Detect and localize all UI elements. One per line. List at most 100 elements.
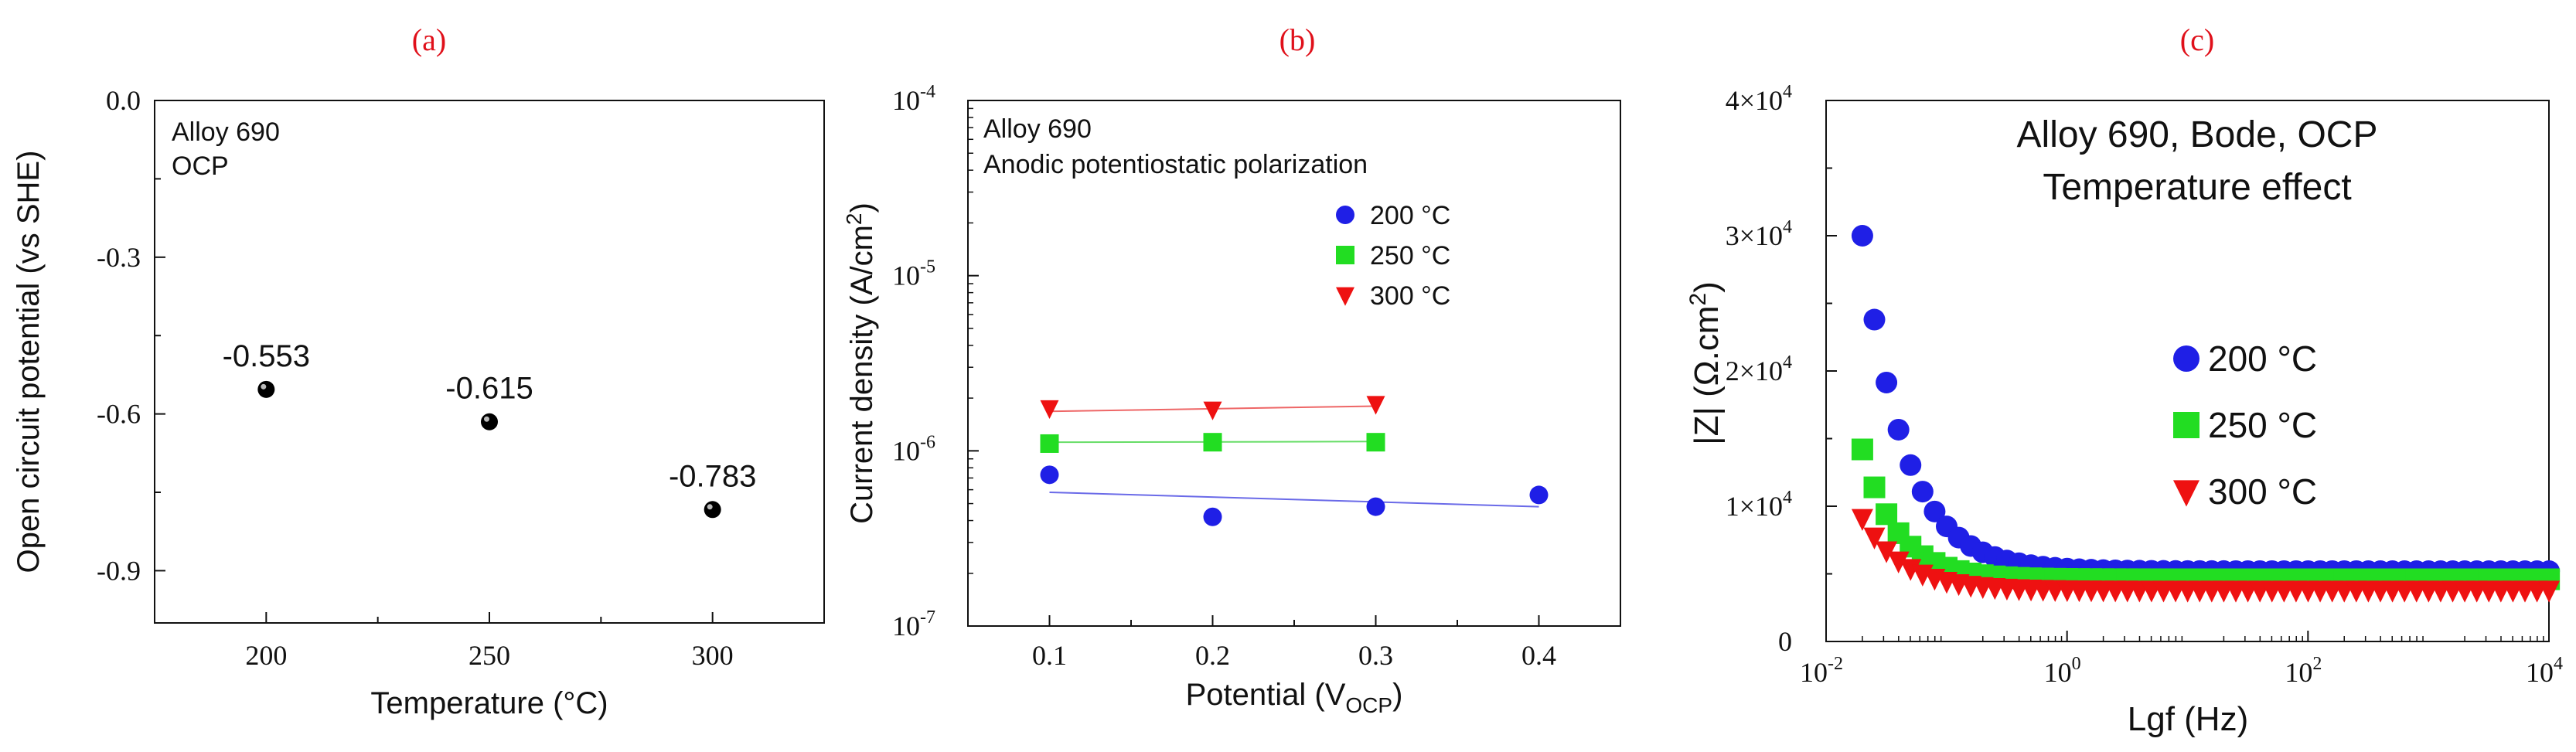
x-tick-label: 0.3 — [1358, 640, 1393, 671]
panel-c-label: (c) — [2180, 22, 2214, 57]
panel-b-points — [1040, 396, 1549, 526]
y-tick-label: 0 — [1778, 626, 1792, 657]
panel-b-ticks: 0.1 0.2 0.3 0.4 10-7 10-6 10-5 10-4 — [892, 82, 1556, 671]
panel-a-annotation-line2: OCP — [172, 151, 229, 181]
x-tick-label: 0.1 — [1032, 640, 1067, 671]
panel-c-title-line2: Temperature effect — [2043, 167, 2351, 208]
data-point — [704, 501, 721, 519]
y-tick-label: 10-6 — [892, 432, 935, 466]
y-tick-label: 0.0 — [106, 85, 141, 116]
legend-marker — [1336, 287, 1354, 306]
data-point — [1040, 400, 1059, 420]
y-tick-label: -0.6 — [97, 399, 141, 430]
data-point — [1911, 481, 1934, 503]
panel-b-fit-lines — [1049, 405, 1539, 508]
data-point — [1863, 527, 1886, 550]
data-point — [1851, 225, 1873, 247]
y-tick-label: 10-4 — [892, 82, 935, 116]
x-tick-label: 0.2 — [1195, 640, 1230, 671]
x-tick-label: 200 — [245, 640, 287, 671]
data-point — [1366, 396, 1385, 415]
legend-marker — [2173, 480, 2199, 507]
data-point — [1887, 418, 1910, 441]
y-tick-label: -0.9 — [97, 555, 141, 586]
y-tick-label: 2×104 — [1726, 352, 1792, 386]
panel-b-ylabel: Current density (A/cm2) — [842, 202, 879, 524]
data-point — [1923, 500, 1946, 522]
panel-a-label: (a) — [412, 22, 446, 57]
legend-marker — [2173, 345, 2199, 372]
x-tick-label: 250 — [469, 640, 510, 671]
y-tick-label: 3×104 — [1726, 217, 1792, 251]
x-tick-label: 104 — [2526, 654, 2563, 688]
x-tick-label: 102 — [2285, 654, 2322, 688]
data-point — [1040, 434, 1059, 453]
x-tick-label: 100 — [2044, 654, 2081, 688]
data-point — [257, 380, 275, 398]
panel-c-title-line1: Alloy 690, Bode, OCP — [2017, 114, 2378, 155]
panel-c-legend: 200 °C 250 °C 300 °C — [2173, 339, 2317, 512]
data-point — [1366, 433, 1385, 452]
x-tick-label: 10-2 — [1800, 654, 1843, 688]
data-point — [1040, 465, 1059, 485]
data-point — [1863, 476, 1886, 498]
panel-c-ylabel: |Z| (Ω.cm2) — [1685, 281, 1726, 445]
data-label: -0.553 — [223, 339, 310, 373]
data-point — [1851, 438, 1873, 461]
panel-b: (b) Potential (VOCP) Current density (A/… — [842, 22, 1621, 717]
x-tick-label: 0.4 — [1521, 640, 1556, 671]
data-point — [2538, 580, 2561, 603]
legend-label: 200 °C — [1370, 201, 1450, 230]
data-point — [1876, 541, 1898, 563]
panel-c-points — [1851, 225, 2561, 603]
data-point — [1203, 401, 1222, 420]
panel-a: (a) Temperature (°C) Open circuit potent… — [12, 22, 825, 720]
panel-a-ticks: 200 250 300 0.0 -0.3 -0.6 -0.9 — [97, 85, 734, 671]
data-point — [1863, 308, 1886, 331]
panel-b-label: (b) — [1279, 22, 1316, 57]
legend-label: 250 °C — [1370, 241, 1450, 271]
y-tick-label: -0.3 — [97, 242, 141, 273]
panel-b-legend: 200 °C 250 °C 300 °C — [1336, 201, 1450, 311]
panel-a-xlabel: Temperature (°C) — [370, 686, 608, 720]
data-point — [1203, 507, 1222, 526]
legend-marker — [2173, 412, 2199, 438]
panel-b-frame — [967, 100, 1621, 627]
legend-label: 200 °C — [2208, 339, 2317, 379]
data-point — [1851, 509, 1873, 531]
data-label: -0.615 — [445, 372, 533, 406]
legend-label: 250 °C — [2208, 405, 2317, 445]
data-point — [1900, 454, 1922, 476]
panel-c-ticks: 10-2 100 102 104 0 1×104 2×104 3×104 4×104 — [1726, 82, 2563, 688]
y-tick-label: 10-7 — [892, 607, 935, 641]
panel-c-xlabel: Lgf (Hz) — [2128, 700, 2248, 738]
panel-b-xlabel: Potential (VOCP) — [1186, 678, 1403, 717]
panel-a-points: -0.553 -0.615 -0.783 — [223, 339, 756, 519]
data-point — [1887, 551, 1910, 573]
data-point-highlight — [707, 504, 713, 510]
data-point — [1876, 371, 1898, 393]
data-point — [1366, 497, 1385, 516]
x-tick-label: 300 — [692, 640, 734, 671]
panel-b-annotation-line1: Alloy 690 — [983, 114, 1092, 144]
panel-c: (c) Alloy 690, Bode, OCP Temperature eff… — [1685, 22, 2563, 738]
data-point — [1203, 433, 1222, 452]
data-label: -0.783 — [669, 459, 756, 493]
legend-marker — [1336, 246, 1354, 264]
y-tick-label: 1×104 — [1726, 488, 1792, 522]
panel-b-annotation-line2: Anodic potentiostatic polarization — [983, 150, 1368, 179]
data-point — [1900, 559, 1922, 581]
data-point — [1876, 503, 1898, 526]
panel-a-ylabel: Open circuit potential (vs SHE) — [12, 151, 46, 573]
fit-line — [1049, 491, 1539, 508]
legend-marker — [1336, 206, 1354, 224]
legend-label: 300 °C — [1370, 281, 1450, 311]
panel-a-annotation-line1: Alloy 690 — [172, 117, 280, 147]
legend-label: 300 °C — [2208, 471, 2317, 512]
y-tick-label: 10-5 — [892, 257, 935, 291]
data-point — [481, 413, 498, 430]
data-point-highlight — [484, 416, 489, 422]
data-point — [1529, 485, 1549, 505]
data-point-highlight — [261, 383, 267, 390]
